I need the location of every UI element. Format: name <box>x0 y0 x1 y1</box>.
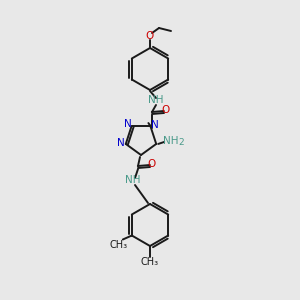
Text: O: O <box>148 159 156 169</box>
Text: CH₃: CH₃ <box>110 239 128 250</box>
Text: O: O <box>162 105 170 115</box>
Text: 2: 2 <box>178 138 184 147</box>
Text: N: N <box>117 138 125 148</box>
Text: CH₃: CH₃ <box>141 257 159 267</box>
Text: NH: NH <box>125 175 141 185</box>
Text: NH: NH <box>164 136 179 146</box>
Text: NH: NH <box>148 95 164 105</box>
Text: N: N <box>124 119 131 129</box>
Text: N: N <box>151 120 158 130</box>
Text: O: O <box>146 31 154 41</box>
